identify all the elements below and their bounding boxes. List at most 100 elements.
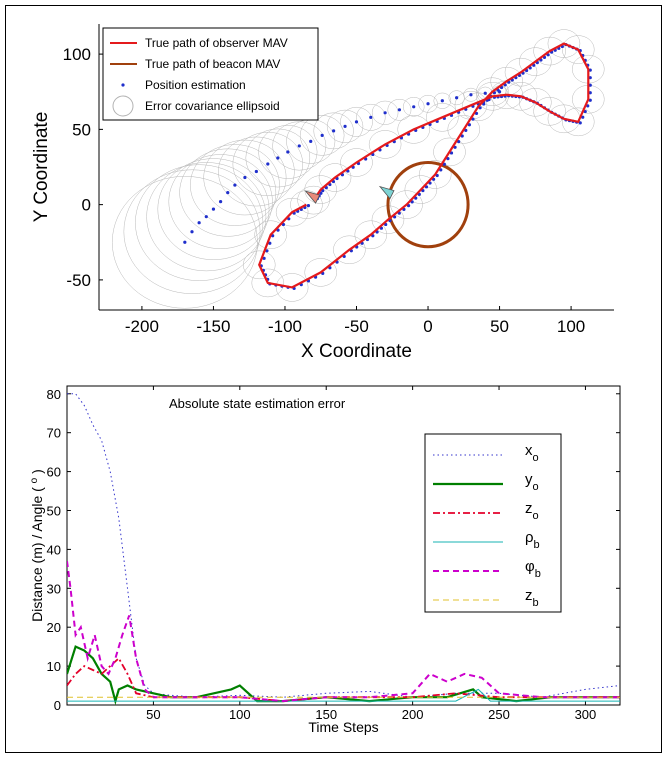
- covariance-ellipse: [326, 109, 364, 143]
- estimation-point: [460, 134, 464, 138]
- legend-label: True path of observer MAV: [145, 36, 288, 50]
- x-tick-label: 100: [557, 317, 585, 336]
- covariance-ellipse: [561, 107, 595, 137]
- x-tick-label: 50: [490, 317, 509, 336]
- covariance-ellipse: [275, 273, 309, 302]
- estimation-point: [254, 169, 258, 174]
- legend-label: xo: [525, 442, 539, 464]
- x-tick-label: 150: [315, 707, 337, 722]
- y-tick-label: 70: [47, 426, 61, 441]
- y-tick-label: 30: [47, 581, 61, 596]
- covariance-ellipse: [318, 163, 352, 192]
- covariance-ellipses: [111, 29, 605, 309]
- estimation-point: [332, 129, 336, 133]
- legend-label: φb: [525, 558, 541, 580]
- estimation-point: [588, 68, 592, 72]
- covariance-ellipse: [304, 175, 337, 204]
- x-axis-label: X Coordinate: [301, 341, 412, 362]
- covariance-ellipse: [387, 98, 412, 121]
- estimation-point: [276, 156, 280, 160]
- estimation-point: [453, 145, 457, 149]
- y-tick-label: 100: [63, 45, 91, 64]
- estimation-point: [457, 140, 461, 144]
- x-tick-label: 300: [575, 707, 597, 722]
- observer-mav-marker: [304, 190, 321, 204]
- covariance-ellipse: [299, 115, 345, 156]
- covariance-ellipse: [245, 128, 311, 188]
- covariance-ellipse: [304, 258, 337, 287]
- estimation-point: [449, 151, 454, 155]
- covariance-ellipse: [190, 144, 280, 226]
- estimation-point: [343, 124, 347, 128]
- covariance-ellipse: [390, 190, 423, 219]
- estimation-point: [183, 240, 187, 244]
- y-axis-label: Distance (m) / Angle ( o ): [29, 469, 46, 622]
- estimation-point: [439, 168, 443, 172]
- legend-label: zo: [525, 500, 539, 522]
- legend-label: zb: [525, 587, 539, 609]
- covariance-ellipse: [123, 169, 261, 294]
- y-axis-label: Y Coordinate: [31, 112, 52, 223]
- legend-label: Position estimation: [145, 78, 246, 92]
- legend-label: yo: [525, 471, 539, 493]
- estimation-point: [471, 117, 475, 121]
- covariance-ellipse: [333, 235, 366, 265]
- covariance-ellipse: [463, 87, 479, 102]
- estimation-point: [435, 173, 439, 178]
- trajectory-chart: -200 -150 -100 -50 0 50 100 -50 0 50 100 X Coordina…: [31, 24, 614, 362]
- x-tick-label: 50: [146, 707, 160, 722]
- covariance-ellipse: [340, 106, 373, 137]
- covariance-ellipse: [254, 220, 287, 249]
- estimation-point: [469, 93, 473, 97]
- x-tick-label: 250: [488, 707, 510, 722]
- estimation-point: [211, 207, 216, 211]
- covariance-ellipse: [218, 136, 295, 207]
- estimation-point: [588, 98, 592, 102]
- series-line: [67, 560, 620, 703]
- chart-title: Absolute state estimation error: [169, 396, 346, 411]
- estimation-point: [354, 120, 359, 124]
- y-tick-label: 80: [47, 387, 61, 402]
- x-tick-label: -100: [268, 317, 302, 336]
- estimation-point: [440, 99, 444, 103]
- covariance-ellipse: [146, 162, 267, 272]
- covariance-ellipse: [340, 148, 373, 177]
- estimation-point: [583, 109, 587, 114]
- covariance-ellipse: [258, 125, 318, 179]
- estimation-point: [320, 133, 324, 137]
- estimation-point: [581, 115, 585, 119]
- observer-path: [258, 42, 590, 289]
- estimation-point: [467, 123, 471, 127]
- covariance-ellipse: [533, 97, 566, 126]
- covariance-ellipse: [426, 103, 459, 132]
- covariance-ellipse: [313, 112, 354, 150]
- x-tick-label: -200: [125, 317, 159, 336]
- x-tick-label: 0: [423, 317, 432, 336]
- series-line: [67, 688, 620, 702]
- estimation-point: [578, 121, 582, 125]
- y-tick-label: 50: [72, 120, 91, 139]
- covariance-ellipse: [371, 100, 399, 125]
- y-tick-label: 60: [47, 465, 61, 480]
- x-tick-label: -150: [196, 317, 230, 336]
- estimation-point: [446, 156, 450, 161]
- beacon-mav-marker: [378, 185, 395, 200]
- covariance-ellipse: [368, 130, 402, 159]
- y-tick-label: 0: [82, 196, 91, 215]
- legend-label: Error covariance ellipsoid: [145, 99, 280, 113]
- covariance-ellipse: [433, 137, 466, 167]
- covariance-ellipse: [354, 220, 388, 249]
- legend-label: True path of beacon MAV: [145, 57, 280, 71]
- covariance-ellipse: [519, 88, 552, 117]
- covariance-ellipse: [397, 115, 430, 144]
- legend-box: [102, 27, 319, 121]
- covariance-ellipse: [447, 115, 481, 144]
- estimation-point: [243, 175, 247, 180]
- covariance-ellipse: [275, 197, 309, 227]
- estimation-point: [369, 115, 373, 119]
- estimation-point: [306, 204, 311, 208]
- estimation-point: [266, 162, 270, 166]
- figure-frame: [5, 5, 662, 753]
- legend-box: [424, 433, 562, 613]
- estimation-point: [588, 76, 592, 80]
